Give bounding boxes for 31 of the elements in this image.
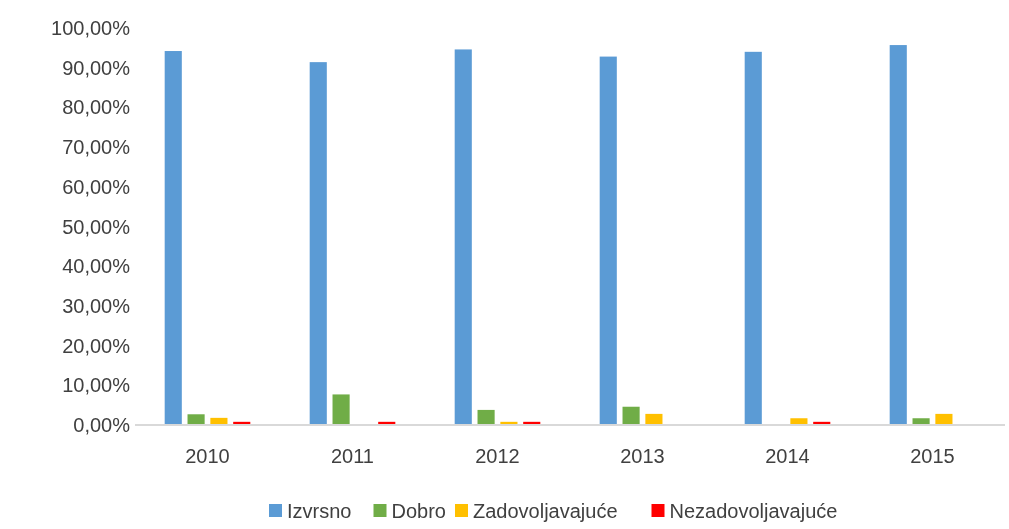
bar (622, 406, 640, 425)
y-tick-label: 30,00% (62, 294, 131, 317)
y-tick-label: 40,00% (62, 255, 131, 278)
bar (187, 414, 205, 425)
legend-label: Nezadovoljavajuće (669, 500, 838, 522)
bar (599, 56, 617, 425)
x-tick-label: 2011 (330, 445, 375, 467)
bar (332, 394, 350, 425)
bar (309, 62, 327, 425)
y-tick-label: 50,00% (62, 215, 131, 238)
legend-label: Izvrsno (287, 500, 352, 522)
x-tick-label: 2014 (765, 445, 810, 467)
x-tick-label: 2010 (185, 445, 230, 467)
legend-label: Zadovoljavajuće (473, 500, 618, 522)
y-tick-label: 100,00% (51, 17, 131, 39)
y-tick-label: 90,00% (62, 56, 131, 79)
y-tick-label: 20,00% (62, 334, 131, 357)
x-tick-label: 2012 (475, 445, 520, 467)
x-tick-label: 2013 (620, 445, 665, 467)
y-tick-label: 70,00% (62, 136, 131, 159)
bar (744, 51, 762, 425)
bar (477, 409, 495, 425)
y-tick-label: 80,00% (62, 96, 131, 119)
bar (164, 51, 182, 425)
y-tick-label: 0,00% (73, 414, 131, 436)
bar (454, 49, 472, 425)
y-tick-label: 60,00% (62, 175, 131, 198)
bar (889, 45, 907, 425)
y-tick-label: 10,00% (62, 374, 131, 397)
x-tick-label: 2015 (910, 445, 955, 467)
legend-label: Dobro (391, 500, 446, 522)
